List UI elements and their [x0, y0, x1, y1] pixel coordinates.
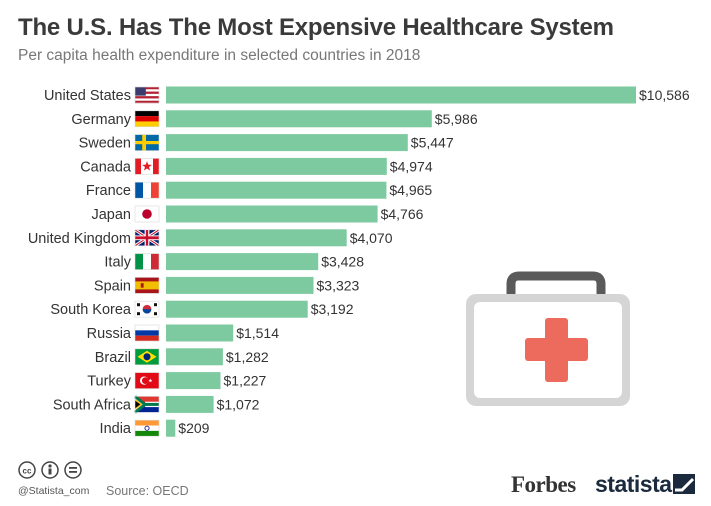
flag-icon-ru: [134, 324, 160, 342]
flag-icon-ca: [134, 158, 160, 175]
svg-text:cc: cc: [23, 467, 32, 476]
flag-icon-kr: [134, 300, 160, 318]
category-label-france: France: [86, 183, 131, 199]
value-label-united-states: $10,586: [639, 87, 690, 103]
bar-united-kingdom: [166, 229, 347, 247]
flag-icon-de: [134, 110, 160, 128]
flag-icon-gb: [134, 228, 160, 248]
statista-logo: statista: [595, 471, 672, 497]
first-aid-cross-horizontal: [525, 338, 588, 361]
category-label-spain: Spain: [94, 278, 131, 294]
flag-icon-tr: [134, 372, 160, 389]
flag-icon-br: [134, 348, 160, 366]
statista-logo-icon: [673, 474, 695, 494]
attribution-icon: [41, 461, 59, 479]
cc-icon: cc: [18, 461, 36, 479]
value-label-france: $4,965: [389, 182, 432, 198]
category-label-germany: Germany: [71, 112, 131, 128]
category-label-japan: Japan: [91, 207, 131, 223]
category-label-united-states: United States: [44, 88, 131, 104]
bar-united-states: [166, 86, 636, 104]
bar-italy: [166, 253, 319, 271]
value-label-russia: $1,514: [236, 325, 279, 341]
bar-germany: [166, 110, 432, 128]
first-aid-kit-icon: [466, 271, 630, 406]
chart-subtitle: Per capita health expenditure in selecte…: [18, 47, 421, 64]
value-label-italy: $3,428: [321, 254, 364, 270]
bar-india: [166, 419, 176, 437]
flag-icon-it: [134, 253, 160, 270]
bar-canada: [166, 157, 387, 175]
category-label-canada: Canada: [80, 159, 132, 175]
statista-handle: @Statista_com: [18, 485, 90, 497]
bar-france: [166, 181, 387, 199]
value-label-united-kingdom: $4,070: [350, 230, 393, 246]
category-label-south-africa: South Africa: [53, 397, 132, 413]
category-label-united-kingdom: United Kingdom: [28, 231, 131, 247]
flag-icon-in: [134, 419, 160, 437]
value-label-canada: $4,974: [390, 158, 433, 174]
category-label-turkey: Turkey: [87, 374, 132, 390]
bar-south-korea: [166, 300, 308, 318]
bar-sweden: [166, 134, 408, 152]
flag-icon-se: [134, 134, 160, 151]
category-label-russia: Russia: [87, 326, 132, 342]
flag-icon-za: [134, 395, 160, 414]
source-note: Source: OECD: [106, 484, 189, 498]
value-label-turkey: $1,227: [224, 373, 267, 389]
flag-icon-fr: [134, 181, 160, 199]
category-label-brazil: Brazil: [95, 350, 131, 366]
value-label-spain: $3,323: [317, 277, 360, 293]
chart-title: The U.S. Has The Most Expensive Healthca…: [18, 14, 614, 41]
category-label-india: India: [100, 421, 132, 437]
bar-japan: [166, 205, 378, 223]
category-label-south-korea: South Korea: [50, 302, 132, 318]
bar-russia: [166, 324, 234, 342]
license-icons: cc: [18, 461, 82, 479]
flag-icon-us: [134, 86, 160, 104]
flag-icon-jp: [134, 205, 160, 223]
value-label-sweden: $5,447: [411, 135, 454, 151]
value-label-india: $209: [178, 420, 209, 436]
category-label-italy: Italy: [104, 255, 131, 271]
value-label-south-korea: $3,192: [311, 301, 354, 317]
no-derivatives-icon: [64, 461, 82, 479]
value-label-brazil: $1,282: [226, 349, 269, 365]
value-label-japan: $4,766: [381, 206, 424, 222]
forbes-logo: Forbes: [511, 472, 576, 497]
flag-icon-es: [134, 277, 160, 294]
value-label-south-africa: $1,072: [217, 396, 260, 412]
category-label-sweden: Sweden: [79, 136, 131, 152]
value-label-germany: $5,986: [435, 111, 478, 127]
bar-turkey: [166, 372, 221, 390]
bar-south-africa: [166, 395, 214, 413]
bar-spain: [166, 276, 314, 294]
bar-brazil: [166, 348, 223, 366]
